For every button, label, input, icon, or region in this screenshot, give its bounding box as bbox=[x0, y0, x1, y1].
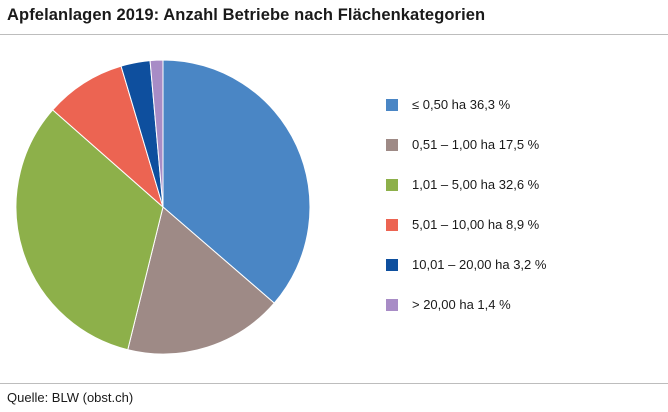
legend-swatch bbox=[386, 219, 398, 231]
chart-title: Apfelanlagen 2019: Anzahl Betriebe nach … bbox=[7, 6, 486, 24]
legend-label: 5,01 – 10,00 ha 8,9 % bbox=[412, 217, 540, 232]
source-note: Quelle: BLW (obst.ch) bbox=[7, 390, 134, 405]
pie-slice-3 bbox=[15, 109, 164, 351]
pie-slice-2 bbox=[127, 206, 275, 355]
pie-slice-6 bbox=[149, 59, 164, 208]
legend-swatch bbox=[386, 99, 398, 111]
legend-label: 0,51 – 1,00 ha 17,5 % bbox=[412, 137, 540, 152]
pie-slice-4 bbox=[52, 65, 164, 208]
legend-label: ≤ 0,50 ha 36,3 % bbox=[412, 97, 511, 112]
legend-swatch bbox=[386, 299, 398, 311]
pie-chart bbox=[15, 59, 311, 355]
legend-label: 10,01 – 20,00 ha 3,2 % bbox=[412, 257, 547, 272]
legend-swatch bbox=[386, 179, 398, 191]
pie-slice-1 bbox=[162, 59, 311, 304]
source-divider bbox=[0, 383, 668, 384]
title-divider bbox=[0, 34, 668, 35]
legend-label: 1,01 – 5,00 ha 32,6 % bbox=[412, 177, 540, 192]
legend-label: > 20,00 ha 1,4 % bbox=[412, 297, 511, 312]
legend-swatch bbox=[386, 139, 398, 151]
legend-swatch bbox=[386, 259, 398, 271]
